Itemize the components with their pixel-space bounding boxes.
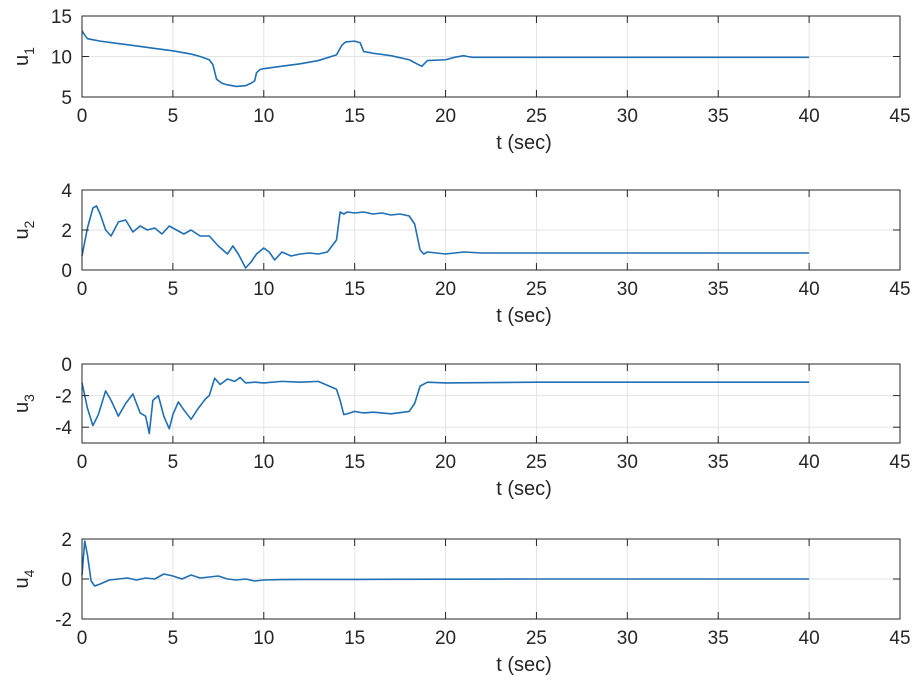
x-tick-label: 45 xyxy=(889,452,910,473)
x-axis-title: t (sec) xyxy=(496,305,552,327)
x-tick-label: 10 xyxy=(253,452,274,473)
y-tick-label: 0 xyxy=(61,570,72,591)
x-tick-label: 30 xyxy=(617,279,638,300)
y-axis-title: u4 xyxy=(11,569,37,588)
y-axis-title-main: u xyxy=(11,402,33,413)
x-tick-label: 10 xyxy=(253,628,274,649)
y-axis-title: u1 xyxy=(11,47,37,66)
x-tick-label: 0 xyxy=(77,106,88,127)
x-tick-label: 25 xyxy=(526,106,547,127)
y-axis-title-subscript: 1 xyxy=(21,47,37,55)
x-tick-label: 30 xyxy=(617,628,638,649)
y-tick-label: -4 xyxy=(55,418,72,439)
x-tick-label: 0 xyxy=(77,452,88,473)
x-tick-label: 10 xyxy=(253,106,274,127)
x-tick-label: 30 xyxy=(617,106,638,127)
x-tick-label: 15 xyxy=(344,628,365,649)
y-axis-title: u3 xyxy=(11,394,37,413)
x-tick-label: 40 xyxy=(799,628,820,649)
axes-box xyxy=(82,364,900,443)
x-tick-label: 45 xyxy=(889,279,910,300)
x-tick-label: 35 xyxy=(708,106,729,127)
y-tick-label: 15 xyxy=(51,7,72,28)
x-tick-label: 30 xyxy=(617,452,638,473)
x-tick-label: 40 xyxy=(799,106,820,127)
y-axis-title-subscript: 2 xyxy=(21,220,37,228)
y-tick-label: 0 xyxy=(61,261,72,282)
y-axis-title-subscript: 3 xyxy=(21,394,37,402)
x-tick-label: 20 xyxy=(435,279,456,300)
x-tick-label: 40 xyxy=(799,452,820,473)
x-axis-title: t (sec) xyxy=(496,132,552,154)
x-tick-label: 10 xyxy=(253,279,274,300)
x-tick-label: 20 xyxy=(435,628,456,649)
x-tick-label: 35 xyxy=(708,279,729,300)
x-tick-label: 0 xyxy=(77,279,88,300)
x-tick-label: 5 xyxy=(168,279,179,300)
x-tick-label: 35 xyxy=(708,452,729,473)
y-tick-label: -2 xyxy=(55,610,72,631)
x-tick-label: 45 xyxy=(889,628,910,649)
x-tick-label: 5 xyxy=(168,628,179,649)
x-axis-title: t (sec) xyxy=(496,654,552,676)
y-tick-label: 2 xyxy=(61,221,72,242)
y-tick-label: -2 xyxy=(55,387,72,408)
y-axis-title-main: u xyxy=(11,577,33,588)
y-tick-label: 4 xyxy=(61,181,72,202)
x-tick-label: 25 xyxy=(526,628,547,649)
y-tick-label: 5 xyxy=(61,88,72,109)
x-tick-label: 5 xyxy=(168,452,179,473)
x-tick-label: 0 xyxy=(77,628,88,649)
x-axis-title: t (sec) xyxy=(496,478,552,500)
x-tick-label: 5 xyxy=(168,106,179,127)
y-axis-title-subscript: 4 xyxy=(21,569,37,577)
x-tick-label: 35 xyxy=(708,628,729,649)
x-tick-label: 25 xyxy=(526,452,547,473)
x-tick-label: 45 xyxy=(889,106,910,127)
x-tick-label: 15 xyxy=(344,279,365,300)
y-tick-label: 0 xyxy=(61,355,72,376)
x-tick-label: 20 xyxy=(435,452,456,473)
x-tick-label: 20 xyxy=(435,106,456,127)
y-axis-title-main: u xyxy=(11,55,33,66)
y-tick-label: 10 xyxy=(51,48,72,69)
subplot-3: 0 5 10 15 20 25 30 35 40 45 -4 -2 0 t (sec) u3 xyxy=(11,355,911,500)
x-tick-label: 40 xyxy=(799,279,820,300)
y-axis-title: u2 xyxy=(11,220,37,239)
x-tick-label: 15 xyxy=(344,106,365,127)
y-axis-title-main: u xyxy=(11,228,33,239)
x-tick-label: 25 xyxy=(526,279,547,300)
y-tick-label: 2 xyxy=(61,530,72,551)
x-tick-label: 15 xyxy=(344,452,365,473)
